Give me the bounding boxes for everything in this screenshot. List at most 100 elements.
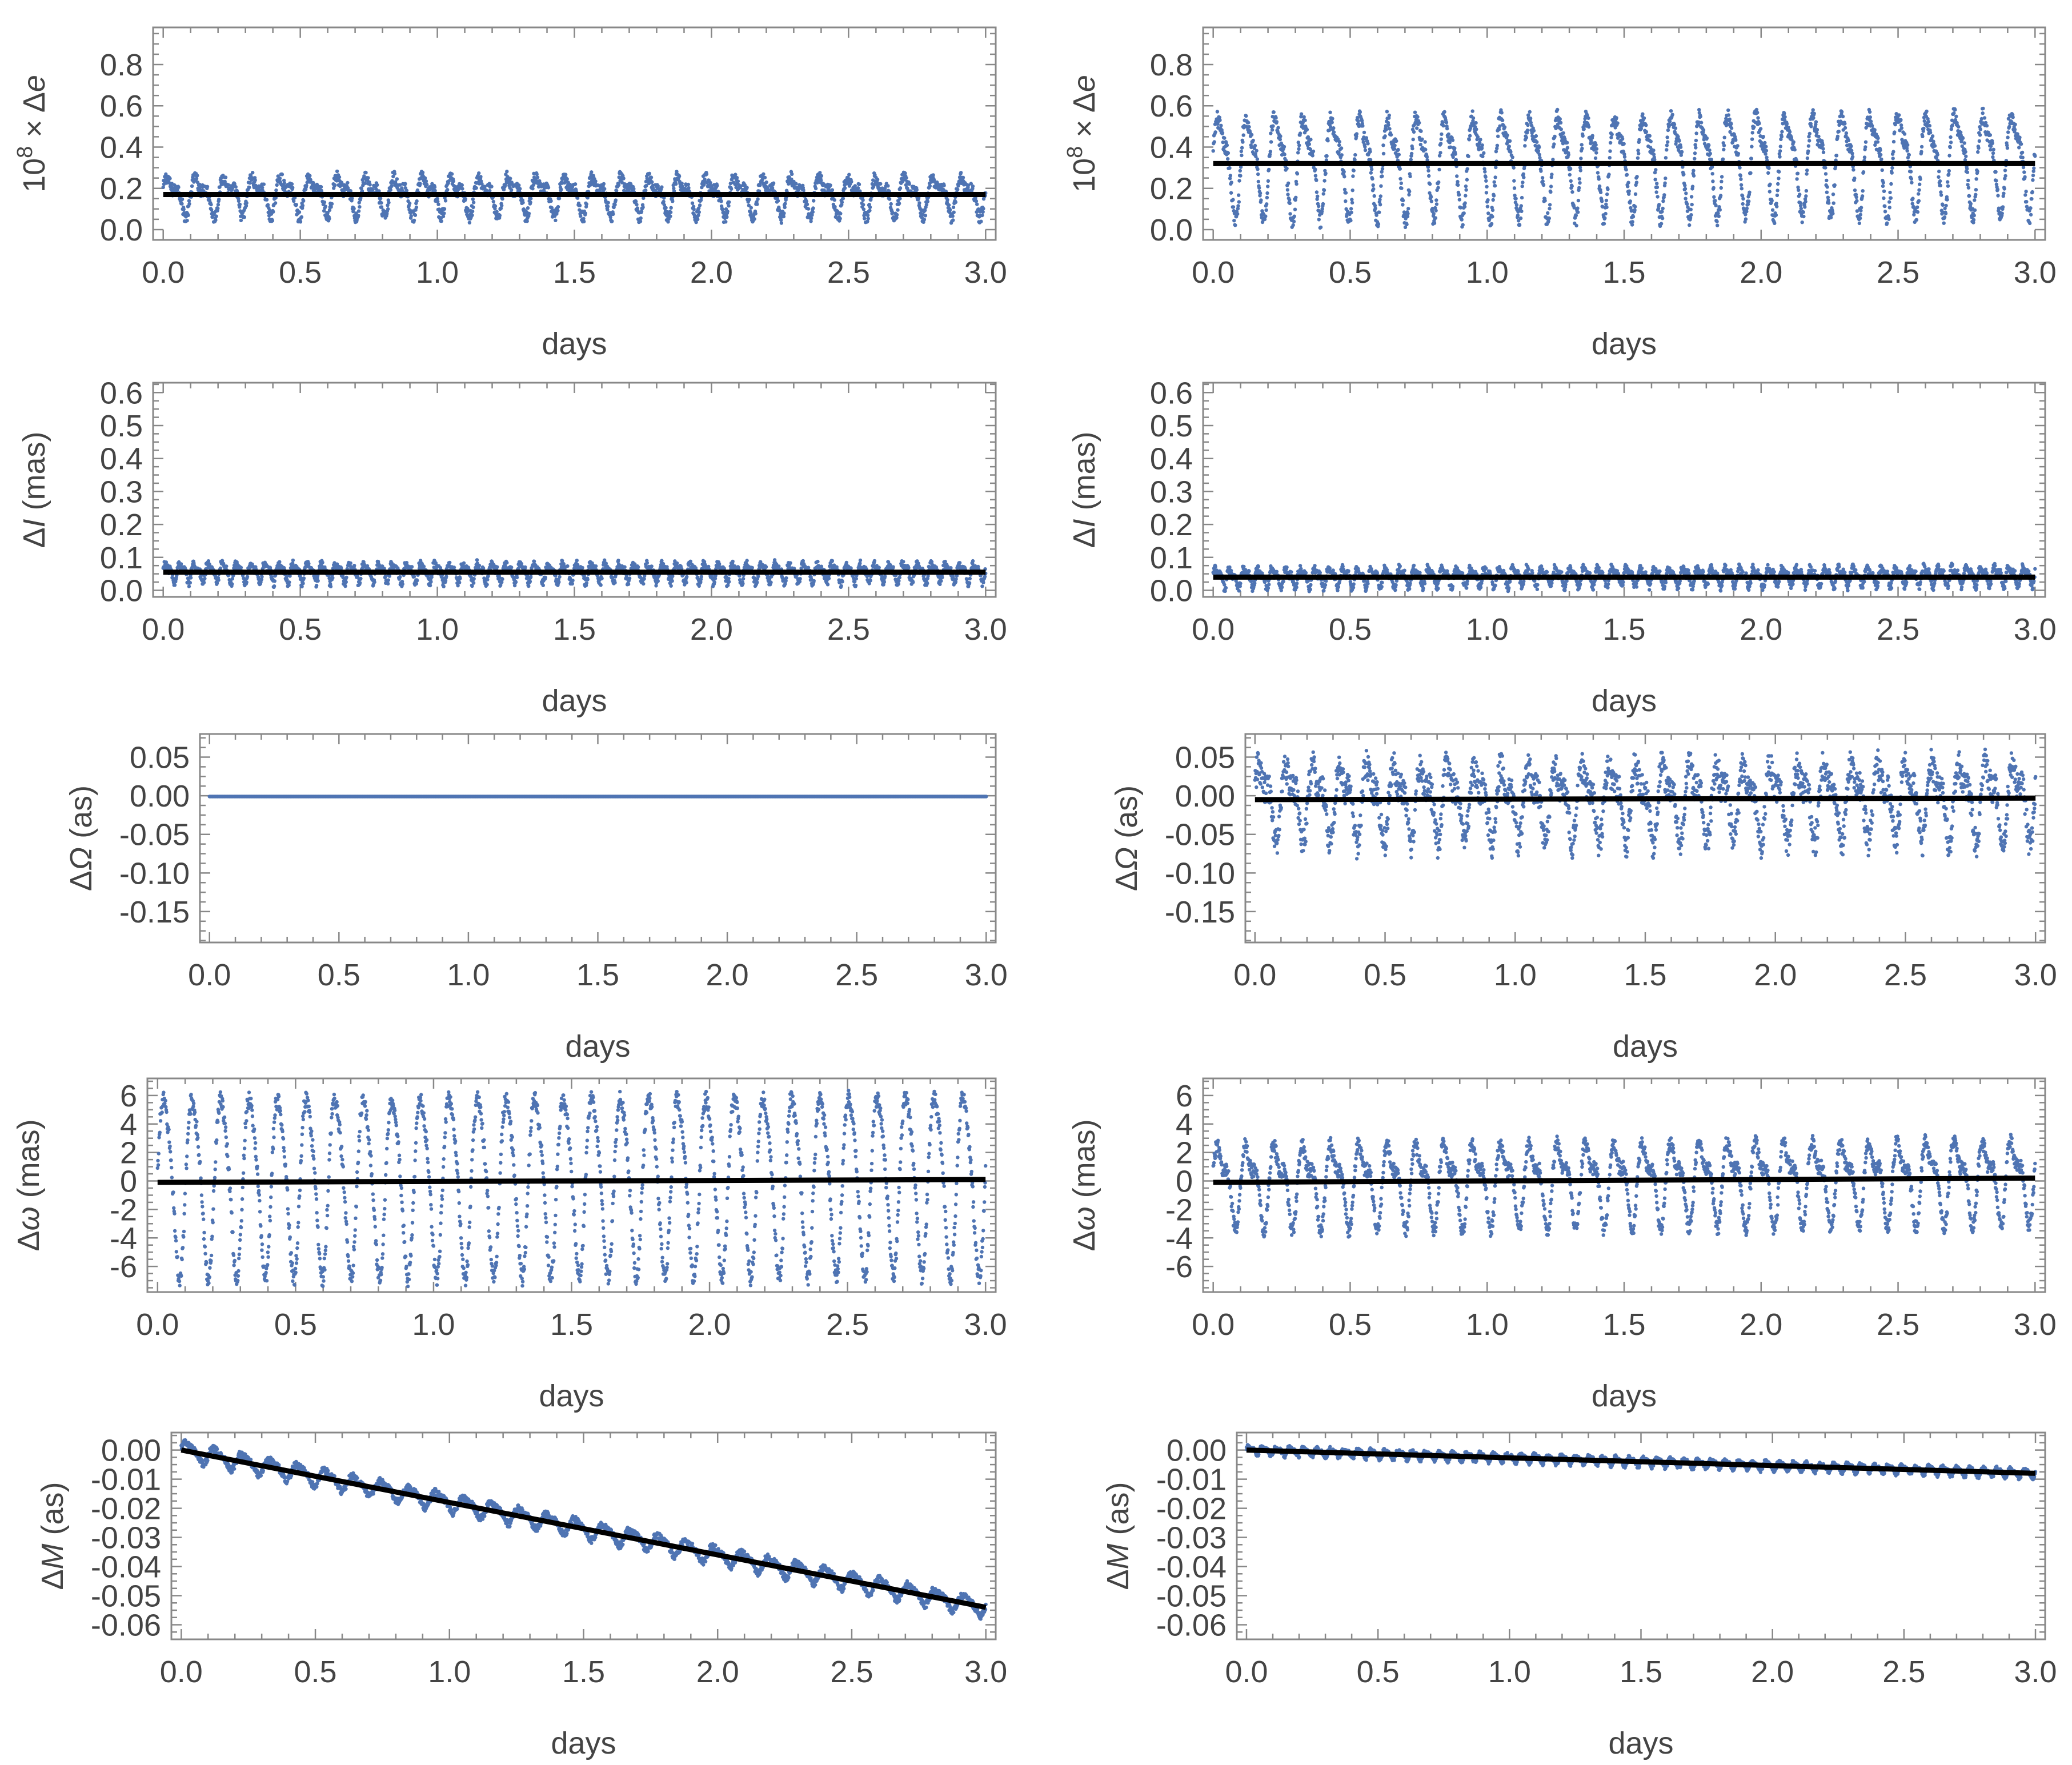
data-point [1485,204,1490,208]
data-point [1748,190,1752,194]
data-point [1372,187,1376,191]
data-point [1808,139,1812,143]
data-point [2013,127,2017,131]
data-point [1717,205,1721,209]
data-point [1768,182,1772,186]
data-point [407,201,412,206]
data-point [1325,154,1329,158]
data-point [1684,196,1688,200]
data-point [1971,220,1975,224]
data-point [596,183,600,187]
data-point [2024,190,2028,194]
data-point [1950,123,1954,127]
data-point [1664,156,1668,160]
data-point [1360,119,1364,123]
data-point [1383,134,1387,138]
data-point [1622,142,1626,146]
data-point [1805,169,1809,173]
data-point [1939,193,1943,197]
data-point [1492,194,1496,198]
data-point [1525,129,1530,133]
data-point [1442,110,1446,114]
data-point [1406,207,1410,211]
data-point [749,210,753,215]
data-point [245,201,249,205]
data-point [1517,219,1521,223]
data-point [1256,167,1260,171]
data-point [1719,186,1723,190]
data-point [1981,106,1985,111]
data-point [198,186,202,190]
data-point [450,172,454,176]
data-point [1294,195,1298,199]
data-point [1799,206,1803,211]
data-point [1497,127,1501,131]
data-point [1849,144,1853,149]
data-point [1514,196,1518,200]
data-point [925,199,930,203]
x-tick-label: 1.5 [553,612,596,647]
data-point [889,202,893,206]
data-point [1851,168,1855,172]
data-point [1376,222,1381,226]
data-point [242,576,246,580]
data-point [1237,179,1241,183]
data-point [1815,127,1819,132]
data-point [1672,122,1677,127]
data-point [1311,149,1316,154]
data-point [386,207,390,211]
data-point [1633,192,1638,196]
data-point [1699,121,1704,125]
data-point [1566,153,1570,157]
data-point [1812,116,1815,120]
data-point [2002,187,2006,191]
y-axis-label: ΔI (mas) [17,431,51,548]
data-point [809,216,813,220]
data-point [1734,138,1738,142]
data-point [1918,182,1922,186]
data-point [1885,221,1889,225]
data-point [696,217,700,222]
data-point [1448,145,1453,149]
data-point [1420,137,1424,141]
data-point [1666,128,1670,133]
data-point [1829,215,1833,219]
data-point [680,182,684,186]
data-point [1378,194,1382,198]
data-point [692,207,696,211]
data-point [1401,203,1405,207]
data-point [1548,207,1552,211]
data-point [1850,155,1855,159]
data-point [300,203,305,208]
data-point [1461,223,1465,227]
data-point [2003,176,2007,180]
data-point [1434,208,1438,212]
data-point [1778,155,1782,159]
data-point [1620,137,1625,141]
data-point [1835,134,1840,138]
x-tick-label: 0.0 [142,612,185,647]
data-point [1297,143,1301,147]
data-point [1692,174,1696,178]
data-point [2033,154,2037,158]
data-point [187,199,191,203]
data-point [1740,194,1745,198]
data-point [189,576,193,580]
data-point [1328,125,1333,129]
data-point [168,176,172,180]
data-point [1576,198,1581,203]
data-point [1803,205,1807,209]
data-point [1716,223,1720,227]
data-point [642,196,646,200]
data-point [1684,191,1688,195]
data-point [1711,179,1715,183]
data-point [1556,122,1560,126]
x-axis-label: days [1592,327,1657,361]
data-point [186,213,190,217]
data-point [669,206,673,210]
data-point [828,183,832,187]
data-point [1366,142,1370,146]
data-point [1486,198,1490,202]
data-point [1256,179,1260,184]
data-point [1679,153,1683,157]
